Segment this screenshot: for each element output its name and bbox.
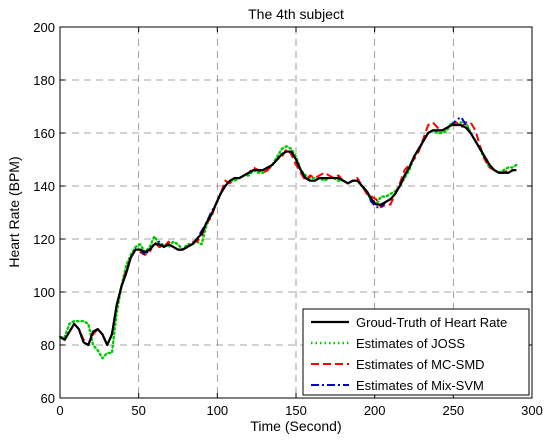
x-tick-label: 50	[131, 403, 145, 418]
y-tick-label: 80	[41, 338, 55, 353]
x-tick-label: 200	[364, 403, 386, 418]
x-tick-label: 0	[56, 403, 63, 418]
series-line-groud-truth-of-heart-rate	[59, 123, 517, 347]
legend-box	[302, 308, 530, 396]
x-tick-label: 100	[206, 403, 228, 418]
x-axis-label: Time (Second)	[250, 418, 341, 434]
y-tick-label: 160	[33, 126, 55, 141]
y-tick-label: 200	[33, 20, 55, 35]
legend-label-estimates-of-joss: Estimates of JOSS	[356, 336, 465, 351]
y-tick-label: 180	[33, 73, 55, 88]
series-lines	[58, 116, 518, 360]
x-tick-label: 300	[521, 403, 543, 418]
y-tick-label: 60	[41, 391, 55, 406]
chart-title: The 4th subject	[248, 6, 344, 22]
x-tick-label: 250	[442, 403, 464, 418]
legend-label-estimates-of-mc-smd: Estimates of MC-SMD	[356, 357, 485, 372]
grid-lines	[60, 27, 532, 398]
legend-items: Groud-Truth of Heart Rate Estimates of JO…	[311, 315, 507, 393]
legend: Groud-Truth of Heart Rate Estimates of JO…	[302, 308, 530, 396]
series-line-estimates-of-joss	[58, 121, 518, 360]
y-tick-label: 140	[33, 179, 55, 194]
y-tick-label: 120	[33, 232, 55, 247]
legend-label-groud-truth-of-heart-rate: Groud-Truth of Heart Rate	[356, 315, 507, 330]
legend-label-estimates-of-mix-svm: Estimates of Mix-SVM	[356, 378, 484, 393]
y-tick-label: 100	[33, 285, 55, 300]
y-axis-label: Heart Rate (BPM)	[6, 156, 22, 267]
x-tick-label: 150	[285, 403, 307, 418]
axis-ticks: 0 50 100 150 200 250 300 60 80 100 120 140 160 180 200	[33, 20, 543, 418]
